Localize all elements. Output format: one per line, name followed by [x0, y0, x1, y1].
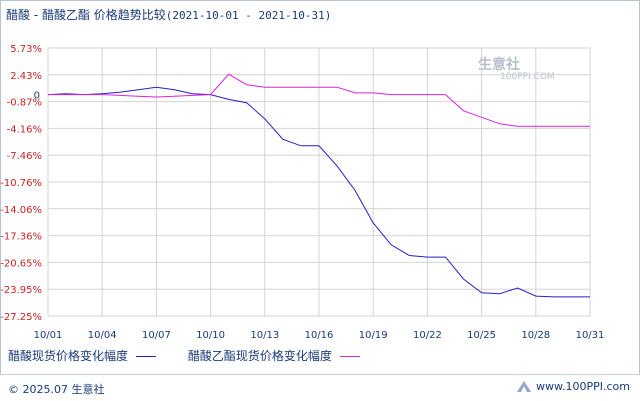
site-logo-icon — [517, 381, 532, 392]
x-tick-label: 10/07 — [142, 330, 171, 340]
x-axis-tick-labels: 10/01 10/04 10/07 10/10 10/13 10/16 10/19 10/22… — [34, 330, 605, 340]
series-line-acetic-acid — [47, 86, 590, 298]
legend: 醋酸现货价格变化幅度 醋酸乙酯现货价格变化幅度 — [8, 347, 388, 364]
legend-item-acetic-acid: 醋酸现货价格变化幅度 — [8, 347, 157, 364]
footer-copyright: © 2025.07 生意社 — [8, 383, 105, 396]
y-tick-label: 2.43% — [10, 71, 42, 82]
y-tick-label: -20.65% — [0, 258, 42, 269]
watermark-url: 100PPI.COM — [500, 72, 555, 82]
footer-site-url: www.100PPI.com — [536, 379, 630, 393]
series-line-ethyl-acetate — [48, 73, 590, 127]
footer-site[interactable]: www.100PPI.com — [516, 379, 630, 393]
x-tick-label: 10/28 — [521, 330, 550, 340]
legend-item-ethyl-acetate: 醋酸乙酯现货价格变化幅度 — [188, 347, 360, 364]
footer: © 2025.07 生意社 www.100PPI.com — [0, 374, 640, 401]
y-tick-label: -14.06% — [0, 205, 42, 216]
chart-title: 醋酸 - 醋酸乙酯 价格趋势比较(2021-10-01 - 2021-10-31… — [6, 6, 331, 23]
watermark-brand: 生意社 — [478, 57, 520, 73]
y-tick-label: -7.46% — [7, 151, 42, 162]
y-tick-label: -17.36% — [0, 232, 42, 243]
title-date-range: (2021-10-01 - 2021-10-31) — [165, 9, 332, 22]
x-tick-label: 10/22 — [413, 330, 442, 340]
x-tick-label: 10/01 — [34, 330, 63, 340]
y-tick-label: 5.73% — [10, 44, 42, 55]
title-main: 醋酸 - 醋酸乙酯 价格趋势比较 — [6, 8, 166, 22]
y-tick-label: -10.76% — [0, 178, 42, 189]
legend-label-ethyl-acetate: 醋酸乙酯现货价格变化幅度 — [187, 349, 332, 363]
y-zero-label: 0 — [34, 91, 40, 102]
y-tick-label: -23.95% — [0, 285, 42, 296]
y-tick-label: -4.16% — [7, 124, 42, 135]
legend-swatch-acetic-acid — [136, 356, 157, 357]
x-tick-label: 10/13 — [250, 330, 279, 340]
grid-lines — [47, 47, 591, 317]
x-tick-label: 10/16 — [305, 330, 334, 340]
x-tick-label: 10/04 — [88, 330, 117, 340]
y-axis-tick-labels: 5.73% 2.43% -0.87% -4.16% -7.46% -10.76% -14.0… — [0, 44, 42, 323]
y-tick-label: -0.87% — [7, 98, 42, 109]
watermark: 生意社 100PPI.COM — [478, 54, 555, 82]
x-tick-label: 10/25 — [467, 330, 496, 340]
x-tick-label: 10/19 — [359, 330, 388, 340]
line-chart: 5.73% 2.43% -0.87% -4.16% -7.46% -10.76% -14.0… — [0, 44, 605, 340]
legend-label-acetic-acid: 醋酸现货价格变化幅度 — [8, 349, 129, 363]
x-tick-label: 10/31 — [576, 330, 605, 340]
x-tick-label: 10/10 — [196, 330, 225, 340]
y-tick-label: -27.25% — [0, 312, 42, 323]
series-lines — [47, 73, 590, 298]
legend-swatch-ethyl-acetate — [339, 356, 360, 357]
